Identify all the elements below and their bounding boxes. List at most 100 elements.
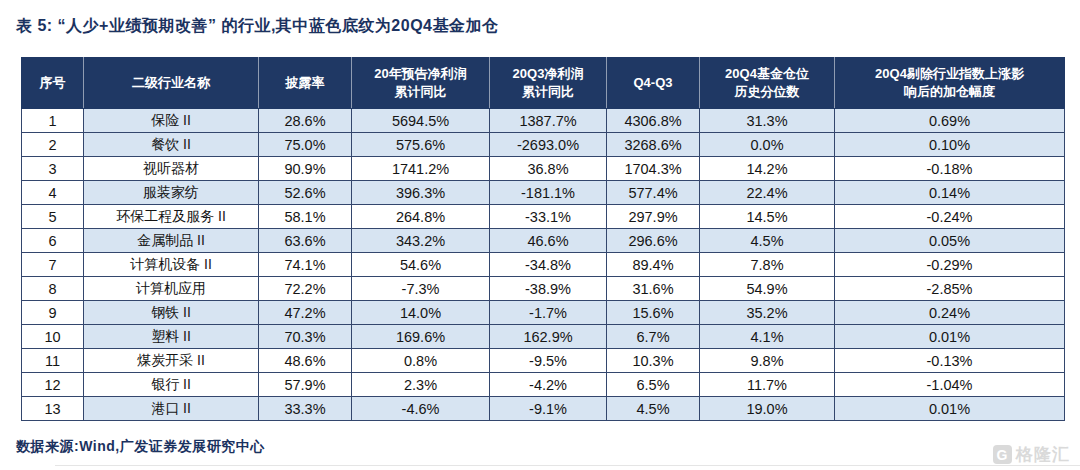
cell-index: 2 — [22, 133, 84, 157]
cell-forecast-profit-yoy: 169.6% — [352, 325, 490, 349]
cell-position-add: 0.01% — [835, 325, 1065, 349]
cell-industry-name: 银行 II — [84, 373, 259, 397]
cell-forecast-profit-yoy: 0.8% — [352, 349, 490, 373]
column-header: 20Q4剔除行业指数上涨影响后的加仓幅度 — [835, 58, 1065, 109]
industry-table: 序号二级行业名称披露率20年预告净利润累计同比20Q3净利润累计同比Q4-Q3 2… — [21, 57, 1065, 421]
cell-industry-name: 服装家纺 — [84, 181, 259, 205]
cell-position-add: -0.13% — [835, 349, 1065, 373]
table-row: 4服装家纺52.6%396.3%-181.1%577.4%22.4%0.14% — [22, 181, 1065, 205]
table-row: 13港口 II33.3%-4.6%-9.1%4.5%19.0%0.01% — [22, 397, 1065, 421]
cell-disclosure-rate: 75.0% — [259, 133, 352, 157]
cell-q3-profit-yoy: 162.9% — [490, 325, 607, 349]
cell-disclosure-rate: 48.6% — [259, 349, 352, 373]
cell-forecast-profit-yoy: 2.3% — [352, 373, 490, 397]
cell-industry-name: 计算机应用 — [84, 277, 259, 301]
gelonghui-watermark: G 格隆汇 — [993, 443, 1070, 466]
table-row: 8计算机应用72.2%-7.3%-38.9%31.6%54.9%-2.85% — [22, 277, 1065, 301]
cell-position-add: -2.85% — [835, 277, 1065, 301]
cell-position-add: -0.24% — [835, 205, 1065, 229]
table-row: 1保险 II28.6%5694.5%1387.7%4306.8%31.3%0.6… — [22, 109, 1065, 133]
cell-disclosure-rate: 28.6% — [259, 109, 352, 133]
cell-forecast-profit-yoy: 575.6% — [352, 133, 490, 157]
cell-forecast-profit-yoy: 343.2% — [352, 229, 490, 253]
cell-industry-name: 港口 II — [84, 397, 259, 421]
cell-fund-position-percentile: 19.0% — [700, 397, 835, 421]
cell-disclosure-rate: 72.2% — [259, 277, 352, 301]
cell-disclosure-rate: 33.3% — [259, 397, 352, 421]
cell-q4-minus-q3: 6.7% — [607, 325, 700, 349]
cell-industry-name: 餐饮 II — [84, 133, 259, 157]
cell-fund-position-percentile: 11.7% — [700, 373, 835, 397]
cell-fund-position-percentile: 14.5% — [700, 205, 835, 229]
cell-q4-minus-q3: 297.9% — [607, 205, 700, 229]
cell-q3-profit-yoy: -34.8% — [490, 253, 607, 277]
cell-industry-name: 计算机设备 II — [84, 253, 259, 277]
table-header: 序号二级行业名称披露率20年预告净利润累计同比20Q3净利润累计同比Q4-Q3 2… — [22, 58, 1065, 109]
cell-position-add: -0.29% — [835, 253, 1065, 277]
cell-q3-profit-yoy: -9.1% — [490, 397, 607, 421]
cell-q4-minus-q3: 89.4% — [607, 253, 700, 277]
cell-index: 5 — [22, 205, 84, 229]
cell-industry-name: 塑料 II — [84, 325, 259, 349]
cell-index: 12 — [22, 373, 84, 397]
cell-fund-position-percentile: 4.5% — [700, 229, 835, 253]
cell-q3-profit-yoy: -9.5% — [490, 349, 607, 373]
cell-fund-position-percentile: 7.8% — [700, 253, 835, 277]
cell-q3-profit-yoy: -38.9% — [490, 277, 607, 301]
table-row: 6金属制品 II63.6%343.2%46.6%296.6%4.5%0.05% — [22, 229, 1065, 253]
cell-fund-position-percentile: 31.3% — [700, 109, 835, 133]
cell-disclosure-rate: 63.6% — [259, 229, 352, 253]
cell-disclosure-rate: 47.2% — [259, 301, 352, 325]
cell-q4-minus-q3: 577.4% — [607, 181, 700, 205]
cell-fund-position-percentile: 54.9% — [700, 277, 835, 301]
cell-position-add: 0.01% — [835, 397, 1065, 421]
cell-position-add: -1.04% — [835, 373, 1065, 397]
cell-forecast-profit-yoy: 264.8% — [352, 205, 490, 229]
cell-industry-name: 金属制品 II — [84, 229, 259, 253]
cell-forecast-profit-yoy: 14.0% — [352, 301, 490, 325]
cell-index: 1 — [22, 109, 84, 133]
cell-q4-minus-q3: 3268.6% — [607, 133, 700, 157]
cell-fund-position-percentile: 4.1% — [700, 325, 835, 349]
cell-q4-minus-q3: 10.3% — [607, 349, 700, 373]
cell-q4-minus-q3: 15.6% — [607, 301, 700, 325]
cell-forecast-profit-yoy: -7.3% — [352, 277, 490, 301]
cell-q4-minus-q3: 31.6% — [607, 277, 700, 301]
cell-q3-profit-yoy: -2693.0% — [490, 133, 607, 157]
cell-position-add: 0.14% — [835, 181, 1065, 205]
table-row: 5环保工程及服务 II58.1%264.8%-33.1%297.9%14.5%-… — [22, 205, 1065, 229]
cell-fund-position-percentile: 14.2% — [700, 157, 835, 181]
cell-index: 13 — [22, 397, 84, 421]
cell-forecast-profit-yoy: 1741.2% — [352, 157, 490, 181]
cell-position-add: 0.05% — [835, 229, 1065, 253]
cell-fund-position-percentile: 0.0% — [700, 133, 835, 157]
column-header: 序号 — [22, 58, 84, 109]
table-row: 3视听器材90.9%1741.2%36.8%1704.3%14.2%-0.18% — [22, 157, 1065, 181]
table-row: 10塑料 II70.3%169.6%162.9%6.7%4.1%0.01% — [22, 325, 1065, 349]
cell-fund-position-percentile: 35.2% — [700, 301, 835, 325]
cell-industry-name: 环保工程及服务 II — [84, 205, 259, 229]
cell-fund-position-percentile: 22.4% — [700, 181, 835, 205]
cell-industry-name: 视听器材 — [84, 157, 259, 181]
table-title: 表 5: “人少+业绩预期改善” 的行业,其中蓝色底纹为20Q4基金加仓 — [16, 16, 499, 37]
cell-index: 9 — [22, 301, 84, 325]
column-header: 20Q3净利润累计同比 — [490, 58, 607, 109]
column-header: 20年预告净利润累计同比 — [352, 58, 490, 109]
column-header: 二级行业名称 — [84, 58, 259, 109]
table-row: 2餐饮 II75.0%575.6%-2693.0%3268.6%0.0%0.10… — [22, 133, 1065, 157]
table-row: 12银行 II57.9%2.3%-4.2%6.5%11.7%-1.04% — [22, 373, 1065, 397]
cell-position-add: 0.24% — [835, 301, 1065, 325]
cell-disclosure-rate: 70.3% — [259, 325, 352, 349]
cell-disclosure-rate: 57.9% — [259, 373, 352, 397]
cell-q3-profit-yoy: 36.8% — [490, 157, 607, 181]
column-header: 披露率 — [259, 58, 352, 109]
cell-q3-profit-yoy: -4.2% — [490, 373, 607, 397]
cell-position-add: 0.10% — [835, 133, 1065, 157]
cell-index: 11 — [22, 349, 84, 373]
cell-q4-minus-q3: 6.5% — [607, 373, 700, 397]
cell-disclosure-rate: 58.1% — [259, 205, 352, 229]
cell-disclosure-rate: 90.9% — [259, 157, 352, 181]
column-header: Q4-Q3 — [607, 58, 700, 109]
cell-index: 3 — [22, 157, 84, 181]
cell-index: 10 — [22, 325, 84, 349]
